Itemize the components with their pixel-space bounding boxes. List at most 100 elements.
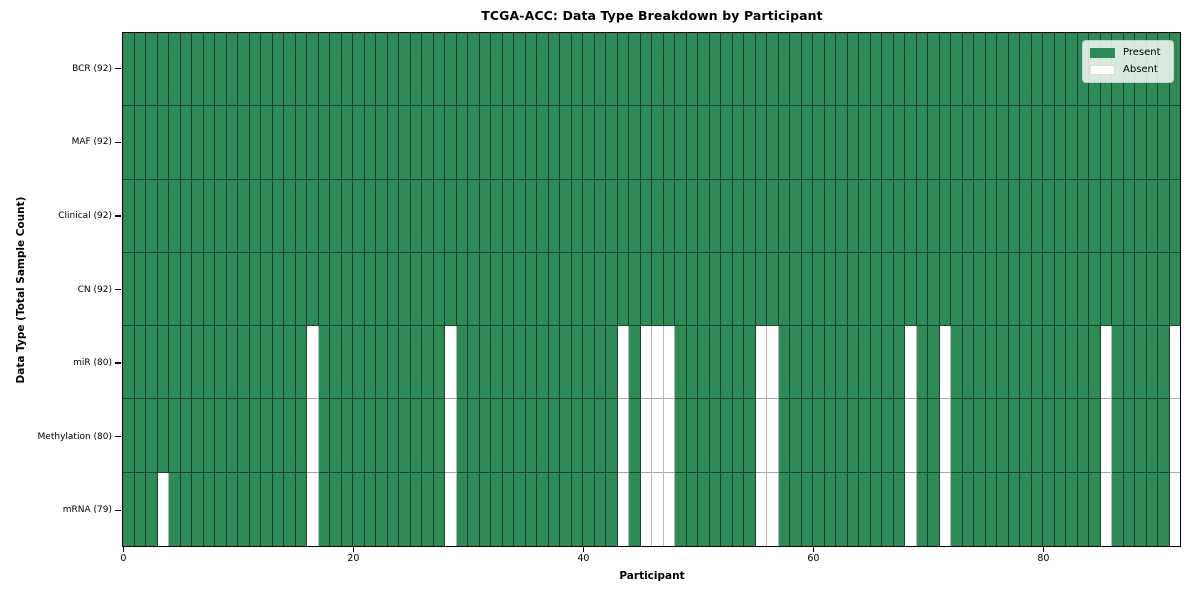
heatmap-cell: [652, 472, 664, 546]
heatmap-cell: [215, 179, 227, 253]
ytick-mark: [115, 362, 121, 364]
heatmap-cell: [905, 326, 917, 400]
ytick-mark: [115, 215, 121, 217]
heatmap-cell: [456, 399, 468, 473]
heatmap-cell: [709, 326, 721, 400]
heatmap-cell: [1146, 399, 1158, 473]
heatmap-cell: [893, 33, 905, 107]
heatmap-cell: [675, 399, 687, 473]
heatmap-cell: [571, 399, 583, 473]
heatmap-cell: [1043, 33, 1055, 107]
heatmap-cell: [985, 106, 997, 180]
heatmap-cell: [157, 399, 169, 473]
heatmap-cell: [284, 106, 296, 180]
heatmap-cell: [502, 179, 514, 253]
heatmap-cell: [709, 399, 721, 473]
heatmap-cell: [353, 326, 365, 400]
heatmap-cell: [307, 252, 319, 327]
xtick-label: 0: [120, 553, 127, 564]
heatmap-cell: [571, 326, 583, 400]
heatmap-cell: [1112, 472, 1124, 546]
heatmap-cell: [1100, 326, 1112, 400]
heatmap-cell: [341, 179, 353, 253]
heatmap-cell: [180, 472, 192, 546]
heatmap-cell: [824, 106, 836, 180]
heatmap-cell: [870, 252, 882, 327]
heatmap-cell: [640, 33, 652, 107]
heatmap-cell: [755, 33, 767, 107]
heatmap-cell: [893, 252, 905, 327]
heatmap-cell: [261, 106, 273, 180]
heatmap-cell: [686, 472, 698, 546]
heatmap-row-mRNA: [123, 472, 1180, 546]
heatmap-cell: [997, 252, 1009, 327]
heatmap-cell: [916, 326, 928, 400]
heatmap-row-BCR: [123, 33, 1180, 107]
heatmap-cell: [261, 326, 273, 400]
heatmap-cell: [157, 179, 169, 253]
heatmap-cell: [1112, 399, 1124, 473]
heatmap-cell: [307, 106, 319, 180]
heatmap-cell: [422, 326, 434, 400]
heatmap-cell: [870, 399, 882, 473]
heatmap-cell: [1123, 326, 1135, 400]
heatmap-cell: [698, 399, 710, 473]
heatmap-cell: [617, 399, 629, 473]
heatmap-cell: [1077, 472, 1089, 546]
heatmap-cell: [433, 326, 445, 400]
heatmap-cell: [962, 399, 974, 473]
heatmap-cell: [686, 252, 698, 327]
heatmap-cell: [1043, 106, 1055, 180]
heatmap-cell: [824, 179, 836, 253]
heatmap-cell: [801, 33, 813, 107]
heatmap-cell: [468, 326, 480, 400]
heatmap-cell: [318, 106, 330, 180]
heatmap-cell: [1054, 472, 1066, 546]
heatmap-cell: [146, 326, 158, 400]
heatmap-cell: [537, 179, 549, 253]
heatmap-cell: [778, 33, 790, 107]
heatmap-cell: [583, 252, 595, 327]
heatmap-cell: [905, 399, 917, 473]
xtick-mark: [582, 547, 585, 552]
heatmap-cell: [721, 252, 733, 327]
heatmap-cell: [456, 33, 468, 107]
heatmap-cell: [974, 399, 986, 473]
heatmap-cell: [1031, 399, 1043, 473]
heatmap-cell: [330, 179, 342, 253]
heatmap-cell: [203, 106, 215, 180]
heatmap-cell: [916, 33, 928, 107]
heatmap-cell: [767, 33, 779, 107]
heatmap-cell: [824, 399, 836, 473]
heatmap-cell: [157, 106, 169, 180]
heatmap-cell: [123, 106, 135, 180]
heatmap-cell: [640, 106, 652, 180]
heatmap-cell: [295, 326, 307, 400]
legend-label: Present: [1123, 47, 1161, 58]
heatmap-cell: [1135, 179, 1147, 253]
heatmap-cell: [560, 179, 572, 253]
legend-swatch-present: [1090, 48, 1115, 58]
heatmap-cell: [686, 106, 698, 180]
heatmap-cell: [790, 399, 802, 473]
heatmap-cell: [203, 252, 215, 327]
heatmap-cell: [1020, 33, 1032, 107]
heatmap-cell: [663, 252, 675, 327]
heatmap-cell: [502, 472, 514, 546]
heatmap-cell: [629, 106, 641, 180]
heatmap-cell: [376, 399, 388, 473]
heatmap-cell: [721, 472, 733, 546]
heatmap-cell: [698, 106, 710, 180]
heatmap-cell: [1054, 33, 1066, 107]
heatmap-cell: [376, 33, 388, 107]
heatmap-cell: [847, 326, 859, 400]
heatmap-cell: [134, 399, 146, 473]
heatmap-cell: [1043, 399, 1055, 473]
heatmap-cell: [1158, 106, 1170, 180]
heatmap-cell: [1020, 399, 1032, 473]
heatmap-cell: [307, 33, 319, 107]
ytick-label-CN: CN (92): [77, 284, 112, 295]
heatmap-cell: [744, 326, 756, 400]
heatmap-cell: [836, 33, 848, 107]
heatmap-cell: [698, 326, 710, 400]
